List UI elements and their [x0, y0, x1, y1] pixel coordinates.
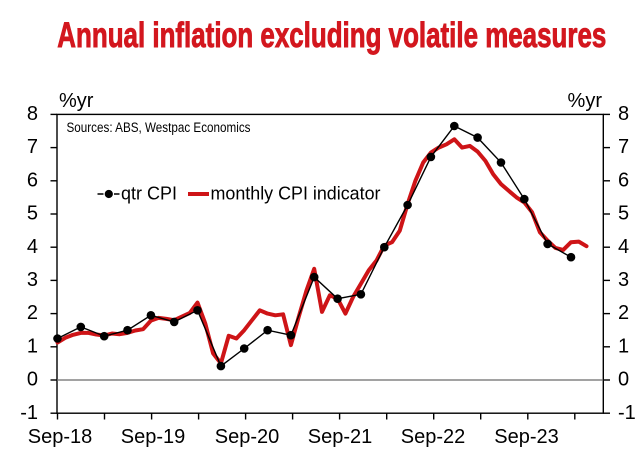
svg-text:1: 1	[27, 335, 38, 357]
svg-text:monthly CPI indicator: monthly CPI indicator	[211, 184, 381, 204]
svg-text:4: 4	[618, 236, 629, 258]
svg-text:%yr: %yr	[59, 90, 94, 112]
svg-text:Annual inflation excluding vol: Annual inflation excluding volatile meas…	[57, 16, 606, 55]
svg-text:-1: -1	[618, 402, 636, 424]
svg-text:Sep-22: Sep-22	[401, 426, 466, 448]
svg-text:4: 4	[27, 236, 38, 258]
svg-text:Sources: ABS, Westpac Economic: Sources: ABS, Westpac Economics	[67, 120, 251, 135]
svg-text:Sep-18: Sep-18	[28, 426, 93, 448]
svg-text:7: 7	[618, 136, 629, 158]
svg-text:8: 8	[27, 103, 38, 125]
svg-text:0: 0	[618, 369, 629, 391]
svg-text:1: 1	[618, 335, 629, 357]
svg-text:Sep-21: Sep-21	[308, 426, 373, 448]
svg-text:7: 7	[27, 136, 38, 158]
svg-text:-1: -1	[20, 402, 38, 424]
svg-text:3: 3	[618, 269, 629, 291]
svg-text:8: 8	[618, 103, 629, 125]
svg-text:6: 6	[27, 169, 38, 191]
svg-text:Sep-23: Sep-23	[494, 426, 559, 448]
svg-text:5: 5	[27, 203, 38, 225]
svg-text:Sep-20: Sep-20	[215, 426, 280, 448]
svg-text:6: 6	[618, 169, 629, 191]
svg-text:qtr CPI: qtr CPI	[121, 184, 177, 204]
svg-text:%yr: %yr	[568, 90, 603, 112]
svg-text:2: 2	[27, 302, 38, 324]
svg-text:3: 3	[27, 269, 38, 291]
svg-text:Sep-19: Sep-19	[121, 426, 186, 448]
svg-text:5: 5	[618, 203, 629, 225]
svg-text:0: 0	[27, 369, 38, 391]
svg-text:2: 2	[618, 302, 629, 324]
